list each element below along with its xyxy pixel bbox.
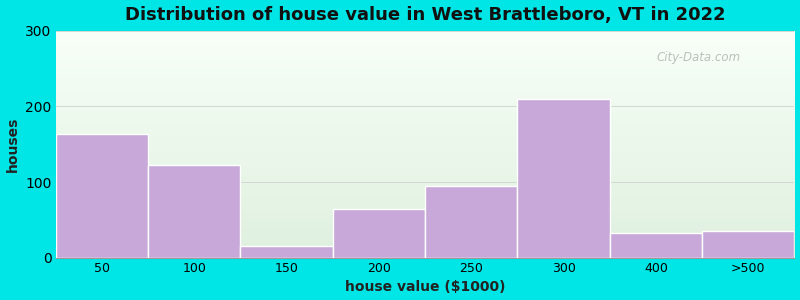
- Bar: [56, 134, 148, 258]
- Text: City-Data.com: City-Data.com: [656, 51, 741, 64]
- Bar: [148, 165, 240, 258]
- Title: Distribution of house value in West Brattleboro, VT in 2022: Distribution of house value in West Brat…: [125, 6, 726, 24]
- Bar: [610, 233, 702, 258]
- Bar: [518, 99, 610, 258]
- Bar: [702, 231, 794, 258]
- Bar: [240, 246, 333, 258]
- Y-axis label: houses: houses: [6, 116, 19, 172]
- Bar: [425, 186, 518, 258]
- X-axis label: house value ($1000): house value ($1000): [345, 280, 506, 294]
- Bar: [333, 208, 425, 258]
